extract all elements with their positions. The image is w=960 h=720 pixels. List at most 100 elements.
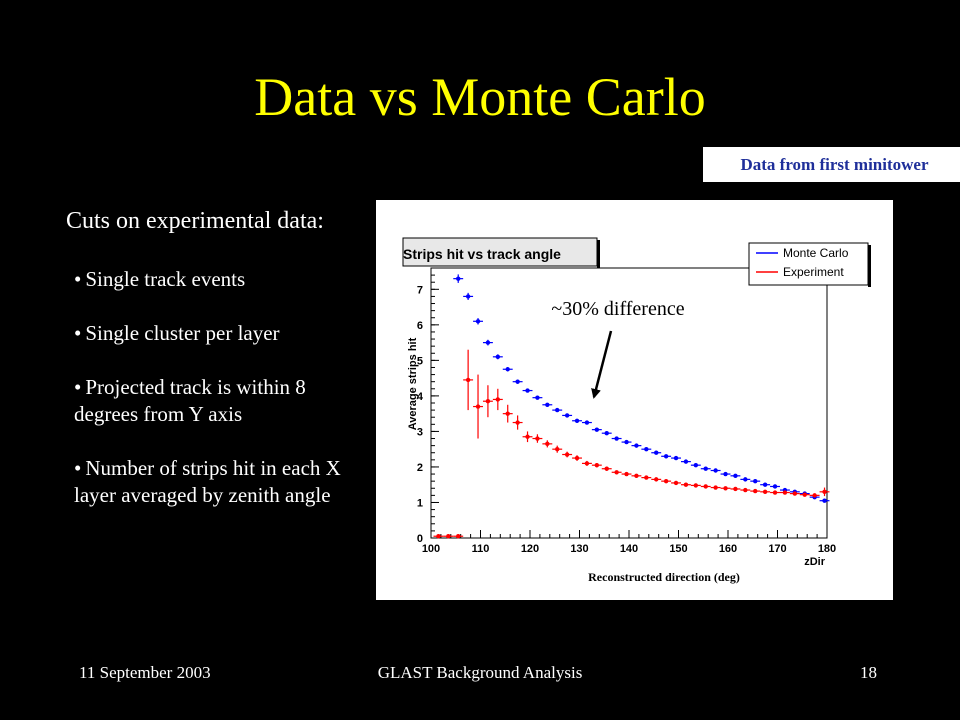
data-point-monte-carlo xyxy=(634,443,639,448)
cut-item: • Single cluster per layer xyxy=(74,320,364,347)
data-point-experiment xyxy=(703,484,708,489)
data-point-monte-carlo xyxy=(515,379,520,384)
x-axis-label: zDir xyxy=(804,556,826,568)
data-point-experiment xyxy=(683,482,689,487)
data-point-monte-carlo xyxy=(584,420,590,425)
data-point-experiment xyxy=(604,466,609,471)
annotation-arrow xyxy=(591,330,613,399)
data-point-experiment xyxy=(634,473,639,479)
data-point-monte-carlo xyxy=(673,455,679,461)
data-point-experiment xyxy=(584,461,590,466)
x-tick-label: 100 xyxy=(422,543,440,555)
cut-item: • Single track events xyxy=(74,266,364,293)
strips-hit-chart: Strips hit vs track angle Monte Carlo Ex… xyxy=(402,237,871,584)
data-point-experiment xyxy=(733,486,738,492)
chart-title-box xyxy=(402,237,598,267)
footer-date: 11 September 2003 xyxy=(79,663,211,682)
chart-panel: Strips hit vs track angle Monte Carlo Ex… xyxy=(376,200,893,600)
x-tick-label: 140 xyxy=(620,543,638,555)
data-point-monte-carlo xyxy=(733,473,738,479)
data-point-monte-carlo xyxy=(703,466,708,471)
data-point-experiment xyxy=(644,475,649,480)
legend-box xyxy=(748,242,869,286)
y-tick-label: 1 xyxy=(417,497,423,509)
data-point-experiment xyxy=(545,441,550,447)
data-point-monte-carlo xyxy=(475,319,481,324)
legend-shadow xyxy=(868,245,871,287)
data-point-experiment xyxy=(663,478,669,484)
data-point-experiment xyxy=(654,477,659,482)
data-point-monte-carlo xyxy=(594,427,600,432)
data-point-experiment xyxy=(812,493,817,498)
cut-item-text: Single cluster per layer xyxy=(85,321,280,345)
data-point-monte-carlo xyxy=(525,388,530,393)
y-tick-label: 6 xyxy=(417,320,423,332)
data-point-experiment xyxy=(713,485,718,490)
x-tick-label: 150 xyxy=(669,543,687,555)
data-point-experiment xyxy=(802,492,807,497)
y-tick-label: 7 xyxy=(417,284,423,296)
data-point-experiment xyxy=(624,471,629,477)
data-point-monte-carlo xyxy=(762,482,768,487)
data-point-monte-carlo xyxy=(772,484,778,489)
plot-frame xyxy=(430,267,828,539)
data-point-monte-carlo xyxy=(505,367,510,372)
x-axis-caption: Reconstructed direction (deg) xyxy=(588,570,740,584)
data-point-experiment xyxy=(762,489,768,495)
data-point-experiment xyxy=(753,488,758,494)
data-point-monte-carlo xyxy=(753,478,758,484)
data-point-experiment xyxy=(614,470,619,475)
cut-item-text: Number of strips hit in each X layer ave… xyxy=(74,456,341,507)
difference-annotation: ~30% difference xyxy=(551,298,684,320)
data-point-experiment xyxy=(465,377,471,383)
data-point-experiment xyxy=(535,436,540,441)
data-point-monte-carlo xyxy=(485,340,491,345)
cut-item: • Number of strips hit in each X layer av… xyxy=(74,455,364,509)
cuts-list: • Single track events • Single cluster per… xyxy=(74,266,364,536)
legend-label-experiment: Experiment xyxy=(783,265,844,279)
x-tick-label: 110 xyxy=(472,543,490,555)
data-point-experiment xyxy=(673,480,679,486)
x-tick-label: 120 xyxy=(521,543,539,555)
y-tick-label: 2 xyxy=(417,462,423,474)
cut-item-text: Projected track is within 8 degrees from… xyxy=(74,375,306,426)
data-point-monte-carlo xyxy=(604,430,609,436)
data-point-monte-carlo xyxy=(693,462,699,468)
chart-title: Strips hit vs track angle xyxy=(403,246,561,262)
data-point-monte-carlo xyxy=(545,402,550,407)
cut-item: • Projected track is within 8 degrees fro… xyxy=(74,374,364,428)
data-point-monte-carlo xyxy=(654,450,659,455)
bullet-icon: • xyxy=(74,267,82,291)
bullet-icon: • xyxy=(74,321,82,345)
footer-title: GLAST Background Analysis xyxy=(377,663,583,682)
data-point-experiment xyxy=(485,399,491,404)
data-point-experiment xyxy=(594,462,600,468)
cuts-heading: Cuts on experimental data: xyxy=(66,208,324,234)
data-point-monte-carlo xyxy=(743,477,748,482)
data-point-experiment xyxy=(693,483,699,488)
data-point-monte-carlo xyxy=(683,459,689,464)
data-point-experiment xyxy=(555,446,560,452)
bullet-icon: • xyxy=(74,375,82,399)
data-point-monte-carlo xyxy=(564,413,570,418)
data-point-experiment xyxy=(436,534,441,539)
data-point-monte-carlo xyxy=(555,407,560,413)
data-point-experiment xyxy=(574,455,580,461)
x-tick-label: 160 xyxy=(719,543,737,555)
data-point-experiment xyxy=(525,434,530,439)
y-tick-label: 5 xyxy=(417,355,423,367)
data-point-experiment xyxy=(495,397,501,402)
data-point-experiment xyxy=(743,487,748,493)
y-axis-label: Average strips hit xyxy=(407,337,419,430)
data-point-experiment xyxy=(446,534,451,539)
cut-item-text: Single track events xyxy=(85,267,246,291)
data-point-monte-carlo xyxy=(644,446,649,452)
data-point-experiment xyxy=(822,489,827,495)
x-tick-label: 180 xyxy=(818,543,836,555)
chart-title-box-shadow xyxy=(597,240,600,268)
y-tick-label: 0 xyxy=(417,533,423,545)
data-point-experiment xyxy=(456,534,461,539)
data-point-monte-carlo xyxy=(614,436,619,441)
legend-label-monte-carlo: Monte Carlo xyxy=(783,246,849,260)
source-badge: Data from first minitower xyxy=(703,147,960,182)
